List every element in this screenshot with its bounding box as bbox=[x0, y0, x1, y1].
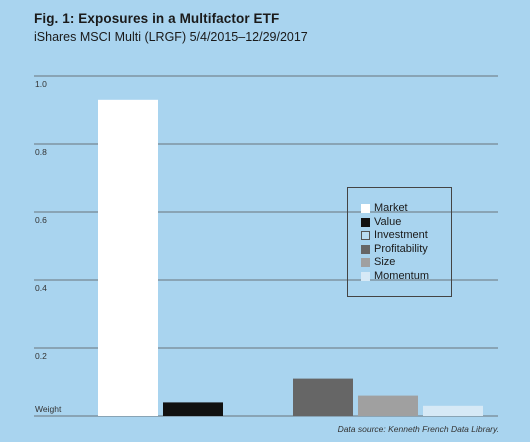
tick-labels: 1.0 0.8 0.6 0.4 0.2 Weight bbox=[35, 79, 62, 414]
bar-size bbox=[358, 395, 418, 416]
bar-momentum bbox=[423, 405, 483, 416]
y-axis-label: Weight bbox=[35, 404, 62, 414]
chart-title: Fig. 1: Exposures in a Multifactor ETF bbox=[34, 11, 280, 26]
y-tick-label: 0.4 bbox=[35, 283, 47, 293]
legend-label: Value bbox=[374, 215, 402, 228]
legend-label: Momentum bbox=[374, 269, 430, 282]
legend-swatch bbox=[361, 217, 370, 227]
y-tick-label: 0.6 bbox=[35, 215, 47, 225]
legend-label: Market bbox=[374, 202, 408, 214]
bars bbox=[98, 99, 483, 417]
chart-subtitle: iShares MSCI Multi (LRGF) 5/4/2015–12/29… bbox=[34, 30, 308, 44]
legend-label: Investment bbox=[374, 229, 428, 241]
bar-profitability bbox=[293, 378, 353, 416]
legend-item-market: Market bbox=[361, 202, 451, 216]
legend-swatch bbox=[361, 231, 370, 241]
legend-item-momentum: Momentum bbox=[361, 270, 451, 284]
legend-swatch bbox=[361, 271, 370, 281]
data-source-note: Data source: Kenneth French Data Library… bbox=[337, 424, 499, 434]
legend-item-value: Value bbox=[361, 216, 451, 230]
bar-market bbox=[98, 99, 158, 417]
legend-item-size: Size bbox=[361, 256, 451, 270]
y-tick-label: 1.0 bbox=[35, 79, 47, 89]
legend-label: Size bbox=[374, 256, 396, 268]
legend-swatch bbox=[361, 244, 370, 254]
legend-label: Profitability bbox=[374, 242, 428, 255]
legend-swatch bbox=[361, 258, 370, 268]
y-tick-label: 0.2 bbox=[35, 351, 47, 361]
y-tick-label: 0.8 bbox=[35, 147, 47, 157]
bar-value bbox=[163, 402, 223, 416]
legend-item-profitability: Profitability bbox=[361, 243, 451, 257]
legend-item-investment: Investment bbox=[361, 229, 451, 243]
legend: Market Value Investment Profitability Size Mo… bbox=[347, 187, 452, 297]
legend-swatch bbox=[361, 204, 370, 214]
